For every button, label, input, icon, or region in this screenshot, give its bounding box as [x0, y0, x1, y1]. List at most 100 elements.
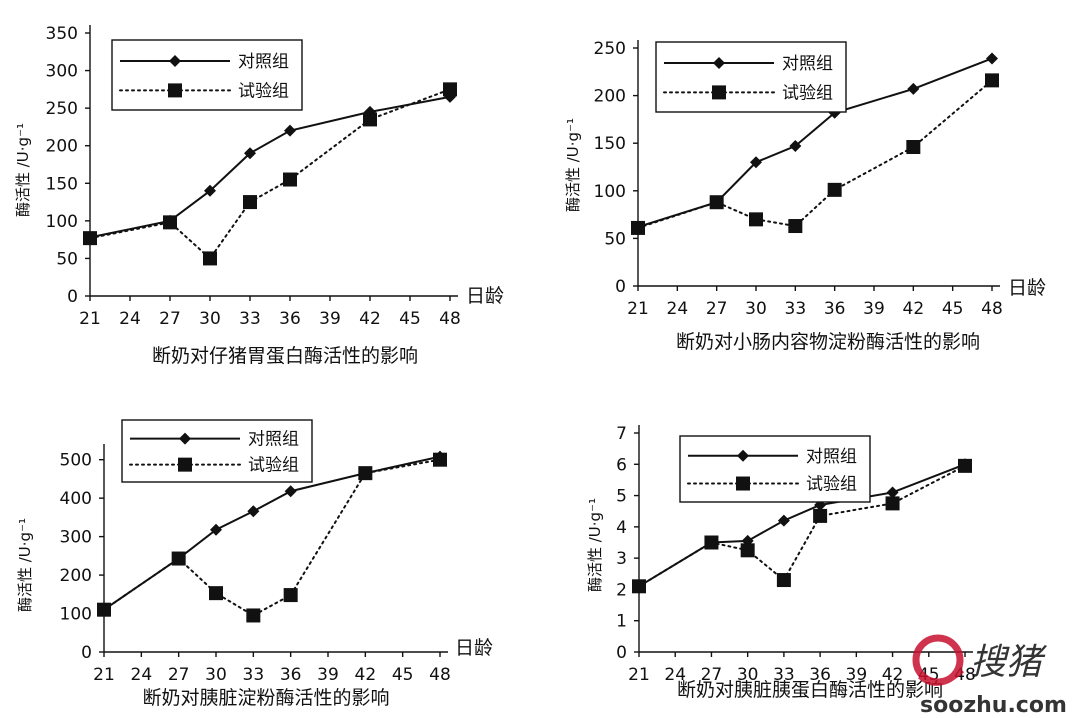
- y-tick-label: 300: [46, 62, 78, 82]
- data-point-diamond: [907, 82, 920, 95]
- data-point-square: [433, 452, 447, 467]
- legend-label: 试验组: [248, 456, 299, 476]
- data-point-square: [632, 579, 646, 594]
- y-tick-label: 150: [594, 134, 626, 154]
- series-control: [84, 90, 456, 244]
- legend-marker-square: [178, 457, 192, 472]
- data-point-diamond: [204, 184, 216, 197]
- legend-label: 对照组: [238, 52, 289, 72]
- chart-intestinal-amylase: 21 24 27 30 33 36 39 42 45 48 0 50 100 150 200 250 酶活性 /…: [564, 39, 1046, 353]
- x-tick-label: 21: [93, 665, 115, 685]
- data-point-square: [163, 215, 177, 230]
- x-tick-label: 24: [131, 665, 153, 685]
- data-point-square: [363, 112, 377, 127]
- y-tick-label: 200: [60, 566, 92, 586]
- data-point-diamond: [986, 52, 998, 65]
- data-point-square: [283, 588, 298, 603]
- data-point-square: [813, 508, 828, 523]
- x-axis-label: 日龄: [466, 285, 504, 307]
- data-point-diamond: [777, 514, 790, 527]
- data-point-square: [443, 82, 457, 97]
- legend-marker-diamond: [169, 55, 181, 67]
- x-tick-label: 42: [355, 665, 377, 685]
- series-line: [89, 88, 451, 260]
- y-tick-label: 100: [46, 212, 78, 232]
- series-experimental: [97, 452, 447, 623]
- y-tick-label: 250: [46, 99, 78, 119]
- data-point-square: [740, 543, 755, 558]
- y-tick-label: 100: [60, 605, 92, 625]
- legend-marker-square: [712, 85, 726, 100]
- series-experimental: [631, 73, 999, 235]
- legend-label: 试验组: [238, 81, 289, 101]
- watermark-url: soozhu.com: [920, 693, 1067, 718]
- legend-marker-square: [168, 83, 182, 98]
- x-tick-label: 48: [439, 309, 461, 329]
- y-tick-label: 50: [604, 229, 626, 249]
- y-tick-label: 350: [46, 24, 78, 44]
- x-axis-label: 日龄: [1008, 277, 1046, 299]
- y-axis-label: 酶活性 /U·g⁻¹: [564, 118, 582, 212]
- x-tick-label: 36: [809, 665, 831, 685]
- legend-marker-diamond: [713, 57, 725, 69]
- y-axis-label: 酶活性 /U·g⁻¹: [586, 498, 604, 592]
- series-line: [89, 95, 451, 239]
- data-point-square: [246, 608, 261, 623]
- x-tick-label: 24: [119, 309, 141, 329]
- x-tick-label: 42: [359, 309, 381, 329]
- x-tick-label: 33: [773, 665, 795, 685]
- data-point-diamond: [284, 485, 297, 498]
- data-point-square: [203, 251, 217, 266]
- x-tick-label: 27: [168, 665, 190, 685]
- y-tick-label: 200: [46, 137, 78, 157]
- y-tick-label: 0: [615, 277, 626, 297]
- y-tick-label: 300: [60, 528, 92, 548]
- legend-box: [111, 39, 303, 111]
- data-point-square: [209, 586, 223, 601]
- x-tick-label: 39: [319, 309, 341, 329]
- data-point-square: [885, 496, 900, 511]
- y-tick-label: 6: [616, 455, 627, 475]
- y-tick-label: 3: [616, 549, 627, 569]
- legend-label: 试验组: [782, 83, 833, 103]
- x-tick-label: 33: [239, 309, 261, 329]
- data-point-square: [283, 172, 297, 187]
- x-tick-label: 36: [824, 299, 846, 319]
- x-tick-label: 24: [667, 299, 689, 319]
- x-tick-label: 27: [706, 299, 728, 319]
- legend-box: [121, 419, 313, 483]
- data-point-square: [704, 535, 719, 550]
- y-tick-label: 7: [616, 424, 627, 444]
- x-axis-label: 日龄: [455, 637, 493, 659]
- data-point-diamond: [284, 124, 296, 137]
- x-tick-label: 21: [627, 299, 649, 319]
- chart-pancreatic-amylase: 21 24 27 30 33 36 39 42 45 48 0 100 200 300 400 500 酶活性 …: [16, 419, 493, 709]
- legend-label: 对照组: [248, 430, 299, 450]
- data-point-square: [985, 73, 999, 88]
- data-point-square: [749, 212, 763, 227]
- chart-caption: 断奶对胰脏淀粉酶活性的影响: [142, 687, 389, 709]
- data-point-square: [827, 182, 842, 197]
- x-tick-label: 39: [317, 665, 339, 685]
- x-tick-label: 30: [745, 299, 767, 319]
- x-tick-label: 45: [392, 665, 414, 685]
- series-line: [103, 458, 441, 617]
- x-tick-label: 33: [785, 299, 807, 319]
- data-point-diamond: [750, 156, 762, 169]
- data-point-diamond: [210, 523, 222, 536]
- series-experimental: [632, 458, 972, 594]
- x-tick-label: 36: [279, 309, 301, 329]
- y-tick-label: 2: [616, 580, 627, 600]
- watermark-text: 搜猪: [970, 642, 1048, 683]
- x-tick-label: 48: [981, 299, 1003, 319]
- legend-box: [655, 41, 847, 113]
- data-point-square: [709, 195, 724, 210]
- x-tick-label: 42: [882, 665, 904, 685]
- data-point-square: [83, 231, 97, 246]
- legend-box: [679, 435, 871, 503]
- y-tick-label: 200: [594, 87, 626, 107]
